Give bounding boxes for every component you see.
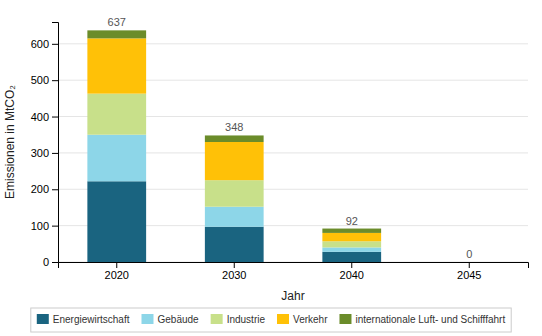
- y-tick: 200: [31, 183, 58, 195]
- y-tick-mark: [52, 44, 58, 45]
- legend-label: Gebäude: [157, 314, 199, 325]
- legend-swatch: [211, 314, 223, 324]
- bar-segment: [322, 252, 381, 262]
- legend-label: Industrie: [227, 314, 266, 325]
- y-tick-mark: [52, 189, 58, 190]
- legend-swatch: [339, 314, 351, 324]
- total-label: 348: [225, 121, 243, 133]
- legend-label: Verkehr: [293, 314, 328, 325]
- bar-segment: [87, 30, 146, 38]
- y-tick-label: 600: [31, 38, 49, 50]
- y-tick-mark: [52, 80, 58, 81]
- bar-segment: [87, 38, 146, 93]
- legend-item: Energiewirtschaft: [37, 314, 130, 325]
- bar-segment: [205, 180, 264, 207]
- legend-label: Energiewirtschaft: [53, 314, 130, 325]
- bar-segment: [205, 227, 264, 262]
- bar-series: [87, 94, 381, 248]
- total-label: 92: [346, 215, 358, 227]
- x-axis: 2020 2030 2040 2045: [59, 262, 529, 281]
- bar-series: [87, 135, 381, 252]
- legend-item: Verkehr: [277, 314, 328, 325]
- legend-item: Gebäude: [141, 314, 199, 325]
- x-axis-title: Jahr: [281, 289, 304, 303]
- y-axis: 0 100 200 300 400 500 600: [31, 23, 59, 269]
- x-tick: 2030: [222, 262, 246, 281]
- x-tick-mark: [351, 262, 352, 268]
- bar-segment: [322, 229, 381, 233]
- total-labels: 637 348 92 0: [108, 16, 473, 260]
- bar-segment: [87, 135, 146, 182]
- bar-segment: [205, 135, 264, 142]
- bar-segment: [322, 247, 381, 251]
- y-tick: 500: [31, 74, 58, 86]
- y-tick-mark: [52, 262, 58, 263]
- chart: Energiewirtschaft Gebäude Industrie Verkehr…: [0, 0, 542, 336]
- legend-swatch: [37, 314, 49, 324]
- y-tick-label: 500: [31, 74, 49, 86]
- y-tick-mark: [52, 153, 58, 154]
- legend-item: Industrie: [211, 314, 266, 325]
- legend-swatch: [141, 314, 153, 324]
- x-tick-mark: [116, 262, 117, 268]
- x-tick-label: 2020: [105, 269, 129, 281]
- y-tick-mark: [52, 226, 58, 227]
- y-tick-label: 0: [43, 256, 49, 268]
- bar-segment: [322, 233, 381, 241]
- x-tick: 2020: [105, 262, 129, 281]
- y-axis-line: [52, 23, 59, 263]
- bar-segment: [322, 241, 381, 247]
- bar-segment: [440, 262, 499, 263]
- x-tick: 2040: [340, 262, 364, 281]
- bar-segment: [87, 94, 146, 135]
- bar-segment: [440, 262, 499, 263]
- y-tick-label: 200: [31, 183, 49, 195]
- bar-segment: [205, 142, 264, 180]
- x-tick-mark: [234, 262, 235, 268]
- y-tick: 300: [31, 147, 58, 159]
- legend-frame: [31, 308, 511, 332]
- x-tick-label: 2040: [340, 269, 364, 281]
- y-tick: 100: [31, 220, 58, 232]
- bar-segment: [440, 262, 499, 263]
- y-tick-mark: [52, 117, 58, 118]
- bar-segment: [87, 181, 146, 262]
- bar-segment: [440, 262, 499, 263]
- y-tick: 400: [31, 111, 58, 123]
- legend-label: internationale Luft- und Schifffahrt: [355, 314, 505, 325]
- y-tick-label: 100: [31, 220, 49, 232]
- total-label: 637: [108, 16, 126, 28]
- bar-segment: [440, 262, 499, 263]
- y-tick: 600: [31, 38, 58, 50]
- plot: 637 348 92 0 2020 2030 2040 2045 0 100 200 300 400 50…: [3, 16, 529, 303]
- x-tick-label: 2030: [222, 269, 246, 281]
- x-tick-mark: [469, 262, 470, 268]
- legend-swatch: [277, 314, 289, 324]
- x-axis-line: [59, 263, 529, 269]
- bar-series: [87, 30, 381, 233]
- bar-segment: [205, 207, 264, 227]
- legend: Energiewirtschaft Gebäude Industrie Verkehr…: [31, 308, 511, 332]
- y-tick-label: 400: [31, 111, 49, 123]
- y-axis-title: Emissionen in MtCO₂: [3, 85, 17, 199]
- y-tick-label: 300: [31, 147, 49, 159]
- legend-item: internationale Luft- und Schifffahrt: [339, 314, 505, 325]
- x-tick-label: 2045: [457, 269, 481, 281]
- y-tick: 0: [43, 256, 58, 268]
- total-label: 0: [466, 248, 472, 260]
- bar-series: [87, 38, 381, 241]
- x-tick: 2045: [457, 262, 481, 281]
- bars: [87, 30, 381, 262]
